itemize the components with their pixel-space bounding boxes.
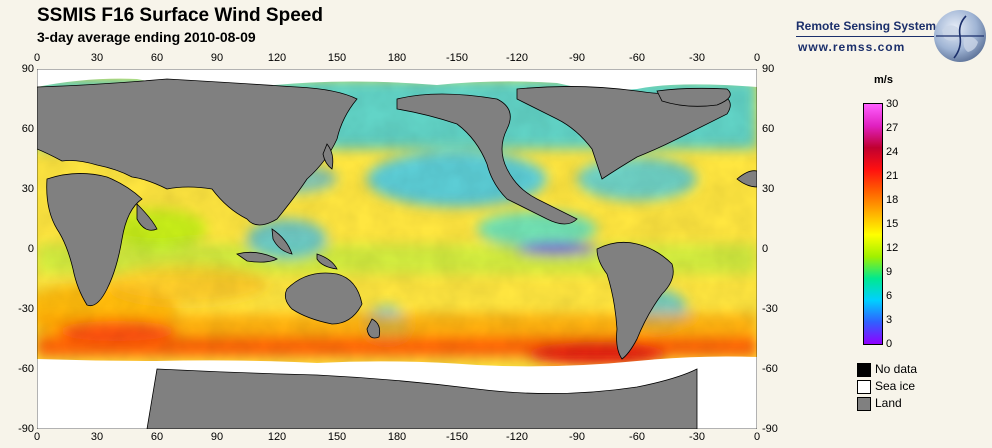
colorbar-tick-label: 9	[886, 266, 893, 278]
legend-label: Sea ice	[875, 379, 916, 393]
legend-label: No data	[875, 362, 918, 376]
lon-tick-bottom: 0	[33, 431, 41, 443]
lat-tick-left: -30	[18, 303, 34, 315]
lon-tick-bottom: 0	[753, 431, 761, 443]
lat-tick-right: 60	[762, 123, 775, 135]
lon-tick-top: 0	[753, 52, 761, 64]
lon-tick-top: -90	[569, 52, 585, 64]
lat-tick-left: 60	[21, 123, 34, 135]
brand-logo[interactable]: Remote Sensing Systems www.remss.com	[796, 16, 986, 60]
lon-tick-top: -120	[505, 52, 529, 64]
lat-tick-right: -60	[762, 363, 778, 375]
lat-tick-right: 30	[762, 183, 775, 195]
lat-tick-left: 90	[21, 63, 34, 75]
lon-tick-bottom: 60	[150, 431, 164, 443]
colorbar	[863, 103, 883, 345]
lon-tick-bottom: -90	[569, 431, 585, 443]
lon-tick-top: -60	[629, 52, 645, 64]
lon-tick-top: -150	[445, 52, 469, 64]
lat-tick-left: 0	[27, 243, 34, 255]
colorbar-tick-label: 3	[886, 314, 893, 326]
lat-tick-right: -30	[762, 303, 778, 315]
colorbar-tick-label: 21	[886, 170, 899, 182]
map-title: SSMIS F16 Surface Wind Speed	[37, 5, 323, 26]
colorbar-tick-label: 0	[886, 338, 893, 350]
legend-label: Land	[875, 396, 902, 410]
legend-swatch	[857, 397, 871, 411]
colorbar-tick-label: 12	[886, 242, 899, 254]
lon-tick-top: 150	[327, 52, 347, 64]
colorbar-tick-label: 18	[886, 194, 899, 206]
lon-tick-bottom: 90	[210, 431, 224, 443]
lat-tick-right: 90	[762, 63, 775, 75]
lat-tick-left: 30	[21, 183, 34, 195]
lon-tick-top: 60	[150, 52, 164, 64]
colorbar-tick-label: 30	[886, 98, 899, 110]
map-subtitle: 3-day average ending 2010-08-09	[37, 29, 256, 45]
lat-tick-left: -60	[18, 363, 34, 375]
globe-icon	[934, 10, 986, 62]
lon-tick-top: 30	[90, 52, 104, 64]
brand-url[interactable]: www.remss.com	[798, 40, 906, 54]
land-masses	[37, 78, 757, 429]
lon-tick-top: -30	[689, 52, 705, 64]
lon-tick-top: 180	[387, 52, 407, 64]
lon-tick-bottom: -60	[629, 431, 645, 443]
colorbar-tick-label: 6	[886, 290, 893, 302]
lon-tick-bottom: 180	[387, 431, 407, 443]
lat-tick-left: -90	[18, 423, 34, 435]
brand-divider	[796, 36, 946, 37]
legend-swatch	[857, 380, 871, 394]
lon-tick-bottom: 30	[90, 431, 104, 443]
colorbar-tick-label: 27	[886, 122, 899, 134]
lon-tick-bottom: -30	[689, 431, 705, 443]
lon-tick-top: 120	[267, 52, 287, 64]
lon-tick-bottom: -150	[445, 431, 469, 443]
lat-tick-right: -90	[762, 423, 778, 435]
lat-tick-right: 0	[762, 243, 769, 255]
colorbar-tick-label: 15	[886, 218, 899, 230]
lon-tick-top: 0	[33, 52, 41, 64]
legend-swatch	[857, 363, 871, 377]
lon-tick-bottom: 120	[267, 431, 287, 443]
lon-tick-bottom: -120	[505, 431, 529, 443]
colorbar-tick-label: 24	[886, 146, 899, 158]
lon-tick-top: 90	[210, 52, 224, 64]
colorbar-unit: m/s	[874, 74, 893, 86]
brand-name: Remote Sensing Systems	[796, 19, 943, 33]
wind-speed-map[interactable]	[37, 69, 757, 429]
lon-tick-bottom: 150	[327, 431, 347, 443]
